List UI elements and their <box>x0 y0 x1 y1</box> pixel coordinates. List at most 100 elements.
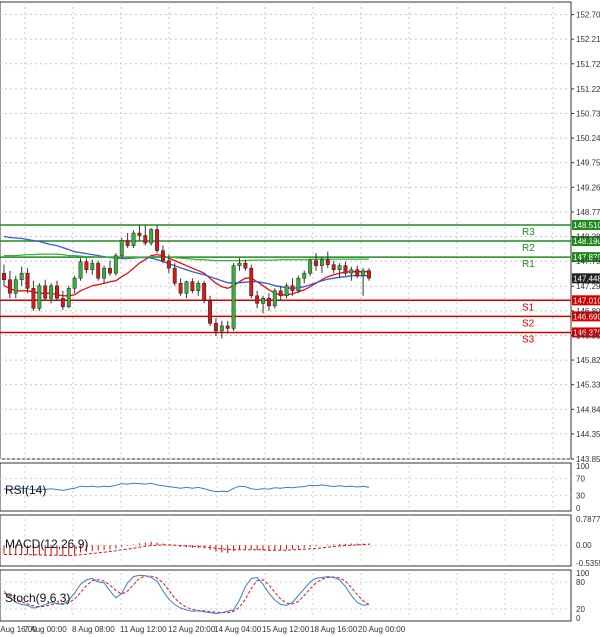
main-grid <box>0 2 571 460</box>
candle-body <box>284 285 289 297</box>
pivot-value-r1: 147.870 <box>573 253 600 262</box>
indicator-axis-label: 0 <box>576 504 581 513</box>
candle-body <box>84 261 89 270</box>
candle-body <box>367 270 371 279</box>
stoch-panel-frame <box>0 569 572 622</box>
rsi-axis: 100 70 30 0 <box>576 462 590 513</box>
moving-average-lines <box>3 235 369 297</box>
candle-body <box>225 325 230 329</box>
indicator-axis-label: 0.7877 <box>576 515 600 524</box>
candle-body <box>196 282 201 292</box>
candle-body <box>202 282 207 302</box>
stoch-grid <box>0 573 571 618</box>
macd-signal-line <box>4 543 370 556</box>
price-axis-label: 152.700 <box>576 11 600 20</box>
macd-grid <box>0 519 571 563</box>
price-axis-label: 145.820 <box>576 356 600 365</box>
candle-body <box>337 265 342 270</box>
rsi-line <box>3 482 370 493</box>
rsi-grid <box>0 466 571 508</box>
indicator-axis-label: 20 <box>576 605 585 614</box>
candle-body <box>113 255 118 274</box>
candle-body <box>302 272 307 279</box>
pivot-name-s3: S3 <box>522 334 535 345</box>
price-axis-label: 148.280 <box>576 233 600 242</box>
candle-body <box>119 240 124 256</box>
candle-body <box>243 262 248 269</box>
stoch-d-line <box>3 575 370 614</box>
time-axis-label: 14 Aug 04:00 <box>214 625 262 634</box>
price-axis-label: 147.790 <box>576 257 600 266</box>
candle-body <box>49 285 54 299</box>
candle-body <box>266 298 271 307</box>
pivot-value-s1: 147.010 <box>573 296 600 305</box>
macd-panel: MACD(12,26,9) 0.7877 0.00 -0.5355 <box>0 514 600 568</box>
candle-body <box>37 285 42 309</box>
candle-body <box>278 290 283 297</box>
candles <box>2 225 371 339</box>
price-axis-label: 148.770 <box>576 208 600 217</box>
candle-body <box>102 267 107 279</box>
candle-body <box>361 270 366 276</box>
pivot-tag-s3 <box>572 327 600 338</box>
pivot-value-r3: 148.510 <box>573 221 600 230</box>
candle-body <box>60 298 65 308</box>
stoch-label: Stoch(9,6,3) <box>5 591 70 605</box>
candle-body <box>255 295 260 304</box>
candle-body <box>261 298 265 304</box>
price-axis-label: 143.850 <box>576 455 600 464</box>
pivot-tag-s2 <box>572 311 600 322</box>
candle-body <box>125 240 130 246</box>
price-axis-label: 150.730 <box>576 109 600 118</box>
candle-body <box>78 261 83 279</box>
price-axis-label: 145.330 <box>576 381 600 390</box>
price-axis-label: 150.240 <box>576 134 600 143</box>
candle-body <box>355 269 360 276</box>
candle-body <box>290 285 295 292</box>
current-price-label: 147.448 <box>573 274 600 283</box>
candle-body <box>7 279 12 294</box>
pivot-name-r3: R3 <box>522 227 535 238</box>
moving-average-line <box>3 235 369 289</box>
time-axis-label: 6 Aug 16:00 <box>0 625 37 634</box>
price-axis-label: 147.290 <box>576 282 600 291</box>
rsi-label: RSI(14) <box>5 483 46 497</box>
candle-body <box>308 260 313 274</box>
pivot-name-r2: R2 <box>522 243 535 254</box>
pivot-tag-s1 <box>572 295 600 306</box>
pivot-value-s3: 146.370 <box>573 328 600 337</box>
moving-average-line <box>3 253 369 297</box>
candle-body <box>319 259 324 266</box>
candle-body <box>331 264 336 270</box>
candle-body <box>19 272 24 280</box>
candle-body <box>90 262 95 270</box>
moving-average-line <box>4 253 369 262</box>
candle-body <box>178 282 183 294</box>
candle-body <box>325 259 330 265</box>
indicator-axis-label: 70 <box>576 475 585 484</box>
indicator-axis-label: 100 <box>576 462 590 471</box>
pivot-name-r1: R1 <box>522 259 535 270</box>
macd-axis: 0.7877 0.00 -0.5355 <box>576 515 600 568</box>
indicator-axis-label: 0 <box>576 614 581 623</box>
candle-body <box>2 272 6 280</box>
pivot-tag-r1 <box>572 252 600 263</box>
macd-panel-frame <box>0 514 572 567</box>
candle-body <box>43 285 48 299</box>
candle-body <box>72 277 77 289</box>
indicator-axis-label: 30 <box>576 491 585 500</box>
candle-body <box>296 277 301 292</box>
main-panel-frame <box>0 1 572 460</box>
candle-body <box>219 325 224 332</box>
candle-body <box>213 323 218 332</box>
rsi-panel: RSI(14) 100 70 30 0 <box>0 462 590 513</box>
pivot-value-r2: 148.190 <box>573 237 600 246</box>
time-axis-label: 15 Aug 12:00 <box>262 625 310 634</box>
price-axis: 152.700 152.210 151.720 151.220 150.730 150.2… <box>571 11 600 464</box>
time-axis-label: 20 Aug 00:00 <box>358 625 406 634</box>
candle-body <box>249 267 254 297</box>
candle-body <box>231 265 236 329</box>
candle-body <box>137 232 142 236</box>
price-axis-label: 144.840 <box>576 405 600 414</box>
